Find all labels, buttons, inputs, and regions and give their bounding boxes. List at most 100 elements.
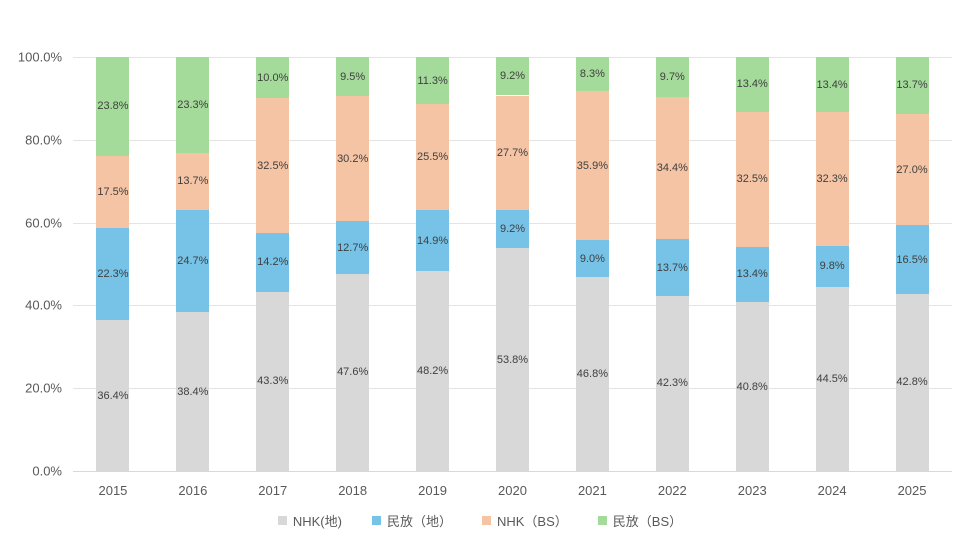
x-axis-label: 2021 [577, 483, 607, 498]
data-label: 9.5% [340, 70, 366, 83]
legend-swatch-icon [481, 516, 491, 525]
data-label: 25.5% [416, 150, 449, 163]
data-label: 44.5% [816, 372, 848, 385]
y-axis-tick-label: 0.0% [32, 463, 62, 479]
data-label: 36.4% [97, 389, 129, 402]
bar-segment [416, 209, 450, 272]
bar-segment [336, 96, 370, 222]
y-axis-tick-label: 100.0% [17, 49, 62, 65]
bar-segment [496, 95, 529, 211]
data-label: 43.3% [257, 375, 289, 388]
data-label: 13.7% [177, 175, 209, 188]
data-label: 9.2% [499, 223, 526, 236]
data-label: 24.7% [177, 254, 209, 267]
legend-swatch-icon [597, 516, 607, 525]
data-label: 9.7% [659, 70, 685, 83]
x-axis-label: 2023 [737, 483, 767, 498]
data-label: 11.3% [417, 74, 448, 87]
legend-label: 民放（BS） [612, 514, 683, 529]
bar-segment [735, 56, 769, 113]
bar-segment [416, 271, 450, 471]
bar-segment [655, 295, 689, 471]
bar-segment [735, 246, 769, 303]
bar-segment [96, 57, 130, 156]
data-label: 9.2% [499, 70, 526, 83]
data-label: 46.8% [576, 368, 608, 381]
bar-segment [575, 277, 609, 471]
bar-segment [176, 209, 210, 313]
y-axis-tick-label: 40.0% [25, 297, 62, 313]
bar-segment [575, 239, 609, 278]
bar-segment [96, 320, 130, 471]
data-label: 8.3% [579, 68, 605, 81]
legend-label: NHK（BS） [496, 514, 568, 529]
bar-segment [895, 113, 929, 226]
data-label: 38.4% [177, 385, 209, 398]
data-label: 9.0% [579, 252, 605, 265]
bar-segment [895, 225, 929, 294]
bar-segment [815, 112, 849, 247]
bar-segment [895, 293, 929, 471]
data-label: 30.2% [337, 152, 369, 165]
x-axis-label: 2020 [498, 483, 527, 498]
legend: NHK(地) 民放（地） NHK（BS） 民放（BS） [0, 511, 960, 530]
data-label: 23.3% [177, 98, 209, 111]
bar-segment [815, 286, 849, 471]
data-label: 53.8% [496, 353, 529, 366]
bar-segment [815, 246, 849, 287]
bar-segment [256, 98, 290, 233]
bar-segment [895, 57, 929, 114]
legend-label: NHK(地) [292, 514, 342, 529]
y-axis-tick-label: 80.0% [25, 132, 62, 148]
bar-segment [256, 57, 290, 99]
legend-item: 民放（BS） [597, 511, 683, 530]
bar-segment [336, 57, 370, 97]
legend-item: NHK（BS） [481, 511, 568, 530]
data-label: 16.5% [896, 253, 928, 266]
data-label: 34.4% [656, 161, 688, 174]
data-label: 13.4% [816, 78, 848, 91]
bar-segment [176, 312, 210, 471]
x-axis-label: 2025 [897, 483, 927, 498]
data-label: 32.3% [816, 173, 848, 186]
bar-segment [735, 302, 769, 471]
bar-segment [96, 155, 130, 228]
legend-item: NHK(地) [277, 511, 342, 530]
data-label: 13.4% [736, 268, 768, 281]
data-label: 42.8% [896, 376, 928, 389]
bar-segment [655, 96, 689, 240]
data-label: 13.7% [896, 79, 928, 92]
data-label: 42.3% [656, 377, 688, 390]
bar-segment [575, 91, 609, 240]
legend-label: 民放（地） [386, 514, 452, 529]
x-axis-label: 2015 [98, 483, 128, 498]
data-label: 10.0% [257, 71, 289, 84]
data-label: 23.8% [97, 100, 129, 113]
data-label: 48.2% [416, 365, 449, 378]
bar-segment [176, 56, 210, 154]
x-axis-label: 2016 [178, 483, 208, 498]
x-axis-label: 2022 [657, 483, 687, 498]
x-axis-label: 2017 [258, 483, 288, 498]
bar-segment [655, 239, 689, 296]
y-axis-tick-label: 60.0% [25, 215, 62, 231]
legend-swatch-icon [371, 516, 381, 525]
bar-segment [496, 57, 529, 96]
bar-segment [815, 57, 849, 113]
data-label: 27.7% [496, 146, 529, 159]
y-axis-tick-label: 20.0% [25, 380, 62, 396]
legend-item: 民放（地） [371, 511, 452, 530]
x-axis-label: 2019 [418, 483, 448, 498]
bar-segment [96, 227, 130, 321]
legend-swatch-icon [277, 516, 287, 525]
bar-segment [336, 273, 370, 471]
bar-segment [496, 210, 529, 249]
data-label: 40.8% [736, 380, 768, 393]
bar-segment [336, 221, 370, 274]
bar-segment [655, 56, 689, 97]
data-label: 32.5% [736, 173, 768, 186]
data-label: 35.9% [576, 159, 608, 172]
data-label: 17.5% [97, 185, 129, 198]
data-label: 32.5% [257, 159, 289, 172]
